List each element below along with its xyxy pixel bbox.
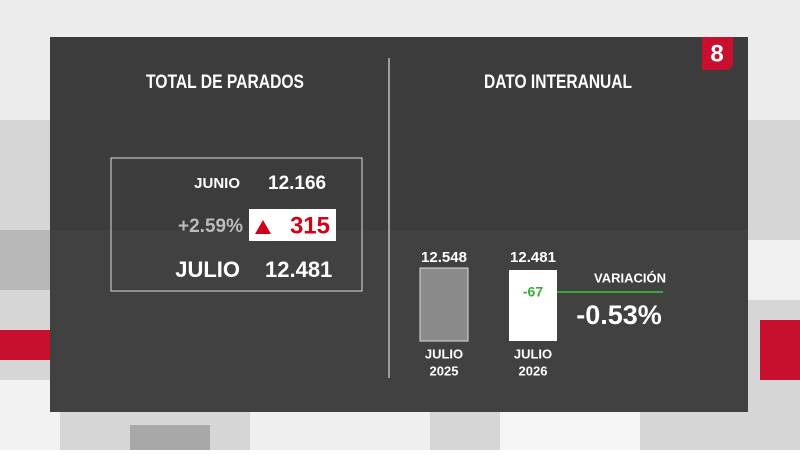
month: JULIO [175, 257, 240, 282]
difference: -67 [523, 284, 543, 300]
month: JUNIO [194, 175, 240, 192]
variation-value: -0.53% [576, 300, 662, 330]
value: 12.481 [265, 257, 332, 282]
bar-label: JULIO [425, 346, 463, 361]
bar-label: JULIO [514, 346, 552, 361]
title: DATO INTERANUAL [484, 72, 632, 93]
bar-label: 2026 [519, 363, 548, 378]
logo: 8 [710, 40, 723, 67]
up-arrow [255, 220, 271, 234]
block [760, 320, 800, 380]
variation-label: VARIACIÓN [594, 270, 666, 285]
value: 12.166 [268, 173, 326, 194]
box [110, 157, 363, 292]
logo-badge [702, 37, 733, 70]
title: TOTAL DE PARADOS [146, 72, 304, 93]
bar [419, 267, 469, 342]
bar-value: 12.548 [421, 249, 467, 266]
block [250, 412, 430, 450]
bar [509, 270, 557, 341]
percent: +2.59% [178, 216, 243, 237]
panel-shade [50, 230, 748, 412]
block [500, 412, 640, 450]
block [130, 425, 210, 450]
bar-value: 12.481 [510, 249, 556, 266]
change: 315 [290, 212, 330, 239]
block [748, 240, 800, 300]
block [0, 330, 50, 360]
bar-label: 2025 [430, 363, 459, 378]
